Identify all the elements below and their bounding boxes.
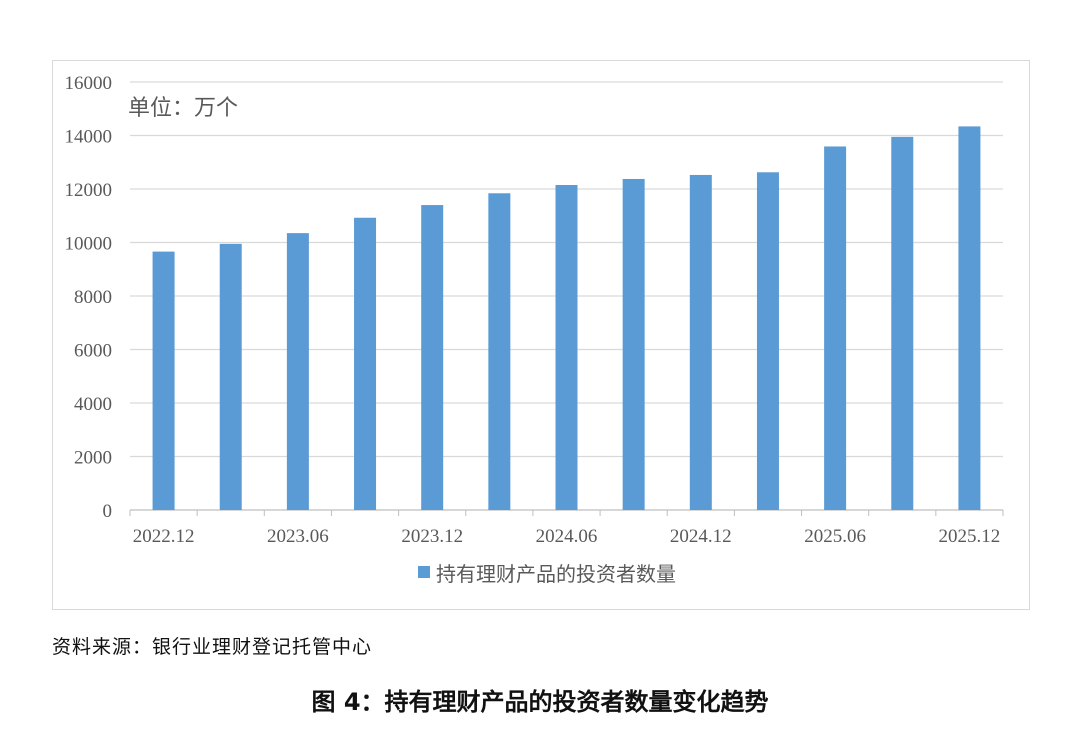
legend-swatch [418,566,430,578]
y-tick-label: 12000 [65,180,113,201]
y-tick-label: 10000 [65,234,113,255]
legend-label: 持有理财产品的投资者数量 [436,563,676,586]
bar [555,184,578,511]
bar [891,136,914,510]
bar [219,243,242,510]
figure-caption: 图 4：持有理财产品的投资者数量变化趋势 [311,688,769,716]
bar-chart: 0 2000 4000 6000 8000 10000 12000 14000 16000 20… [65,73,1004,586]
y-tick-label: 4000 [74,394,112,415]
bar [488,193,511,510]
bar [824,146,847,510]
y-tick-label: 16000 [65,73,113,94]
bar [421,205,444,511]
chart-frame [52,60,1030,610]
y-tick-label: 8000 [74,287,112,308]
x-tick-label: 2022.12 [133,526,195,547]
source-note: 资料来源：银行业理财登记托管中心 [52,636,373,658]
bar [958,126,981,510]
x-tick-label: 2023.12 [401,526,463,547]
y-tick-label: 14000 [65,127,113,148]
bar [622,178,645,510]
y-tick-label: 0 [103,501,113,522]
x-tick-label: 2025.12 [939,526,1001,547]
bar [756,172,779,510]
bar [689,174,712,511]
bar [354,217,377,510]
bar [286,233,309,510]
x-tick-label: 2024.12 [670,526,732,547]
x-tick-label: 2025.06 [804,526,866,547]
y-tick-label: 2000 [74,448,112,469]
y-tick-label: 6000 [74,341,112,362]
x-tick-label: 2024.06 [536,526,598,547]
unit-label: 单位：万个 [128,95,238,120]
bar [152,251,175,510]
x-tick-label: 2023.06 [267,526,329,547]
